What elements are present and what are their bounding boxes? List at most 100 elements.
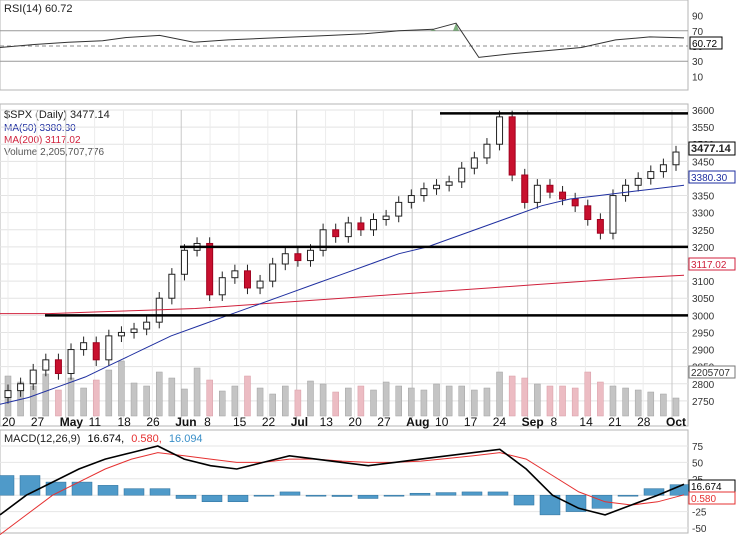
ma50-line xyxy=(0,184,685,405)
date-tick-label: 17 xyxy=(464,415,478,429)
candle-body xyxy=(445,181,453,186)
macd-frame xyxy=(0,429,689,534)
candle-body xyxy=(344,222,352,238)
candle-body xyxy=(29,369,37,385)
volume-bar xyxy=(647,391,655,417)
volume-bar xyxy=(55,389,62,417)
price-tick-label: 3450 xyxy=(692,157,715,168)
candle-body xyxy=(117,331,125,337)
candle-body xyxy=(370,219,378,231)
price-tick-label: 2950 xyxy=(692,328,715,339)
volume-bar xyxy=(143,385,150,417)
candle-body xyxy=(243,270,251,289)
date-tick-label: 27 xyxy=(31,415,45,429)
price-tick-label: 3600 xyxy=(692,106,715,117)
volume-bar xyxy=(168,377,176,417)
price-tick-label: 3300 xyxy=(692,209,715,220)
candle-body xyxy=(231,270,239,279)
ma50-current-box xyxy=(688,170,736,184)
macd-tick-label: -50 xyxy=(692,524,707,535)
macd-histogram-bar xyxy=(591,494,613,509)
price-tick-label: 3050 xyxy=(692,294,715,305)
date-tick-label: 28 xyxy=(637,415,651,429)
macd-histogram-bar xyxy=(487,491,509,496)
date-tick-label: 27 xyxy=(377,415,391,429)
date-tick-label: 18 xyxy=(117,415,131,429)
macd-histogram-bar xyxy=(97,485,119,496)
macd-histogram-bar xyxy=(461,491,483,496)
volume-bar xyxy=(231,385,239,417)
macd-histogram-bar xyxy=(383,494,405,497)
date-tick-label: 26 xyxy=(146,415,160,429)
date-tick-label: 14 xyxy=(579,415,593,429)
volume-bar xyxy=(597,381,604,417)
candle-body xyxy=(546,184,554,193)
price-current-label: 3477.14 xyxy=(691,143,732,155)
volume-bar xyxy=(622,387,629,417)
volume-bar xyxy=(244,375,251,417)
date-tick-label: 13 xyxy=(320,415,334,429)
candle-body xyxy=(17,383,25,392)
price-tick-label: 3200 xyxy=(692,243,715,254)
candle-body xyxy=(609,195,617,234)
date-tick-label: 11 xyxy=(89,415,102,429)
signal-current-label: 0.580 xyxy=(691,494,716,505)
candle-body xyxy=(584,205,592,221)
candle-body xyxy=(105,335,113,361)
macd-histogram-bar xyxy=(123,488,145,496)
candle-body xyxy=(420,188,428,197)
macd-tick-label: 75 xyxy=(692,442,704,453)
date-tick-label: Jun xyxy=(175,415,196,429)
macd-tick-label: -25 xyxy=(692,508,707,519)
price-tick-label: 2800 xyxy=(692,380,715,391)
price-tick-label: 3250 xyxy=(692,226,715,237)
volume-bar xyxy=(155,371,163,417)
volume-bar xyxy=(282,385,289,417)
macd-histogram-bar xyxy=(409,492,431,496)
legend-ma200: MA(200) 3117.02 xyxy=(4,135,81,146)
date-tick-label: 15 xyxy=(233,415,247,429)
candle-body xyxy=(496,116,504,145)
date-tick-label: Aug xyxy=(406,415,429,429)
candle-body xyxy=(596,219,604,234)
price-tick-label: 2750 xyxy=(692,397,715,408)
rsi-tick-label: 10 xyxy=(692,72,704,83)
signal-current-box xyxy=(688,491,736,505)
macd-histogram-bar xyxy=(201,494,223,503)
date-tick-label: Sep xyxy=(522,415,544,429)
volume-bar xyxy=(319,383,327,417)
candle-body xyxy=(407,195,415,203)
price-panel: $SPX (Daily) 3477.14 MA(50) 3380.30 MA(2… xyxy=(0,103,736,429)
candles xyxy=(4,110,680,404)
legend-volume: Volume 2,205,707,776 xyxy=(4,147,105,158)
volume-bar xyxy=(294,389,302,417)
macd-value: 16.674, xyxy=(87,433,124,445)
macd-histogram-bar xyxy=(227,494,249,503)
macd-histogram-bar xyxy=(513,494,535,506)
volume-bar xyxy=(29,385,37,417)
macd-histogram-bar xyxy=(149,488,171,496)
volume-bar xyxy=(105,369,113,417)
candle-body xyxy=(206,242,214,296)
macd-histogram-bar xyxy=(305,494,327,497)
candle-body xyxy=(470,157,478,169)
candle-body xyxy=(357,222,365,231)
price-frame xyxy=(0,103,689,427)
date-tick-label: 10 xyxy=(435,415,449,429)
candle-body xyxy=(647,171,655,179)
candle-body xyxy=(168,273,176,299)
ma50-current-label: 3380.30 xyxy=(691,173,728,184)
volume-bar xyxy=(445,385,453,417)
rsi-current-box xyxy=(689,36,723,50)
volume-bar xyxy=(357,385,365,417)
ma200-current-box xyxy=(688,257,736,271)
support-resistance-lines xyxy=(45,112,688,317)
candle-body xyxy=(306,249,314,262)
volume-bar xyxy=(92,379,100,417)
volume-bar xyxy=(332,391,339,417)
candle-body xyxy=(332,229,340,238)
volume-current-label: 2205707 xyxy=(691,368,730,379)
volume-bar xyxy=(219,390,226,417)
candle-body xyxy=(218,277,226,296)
